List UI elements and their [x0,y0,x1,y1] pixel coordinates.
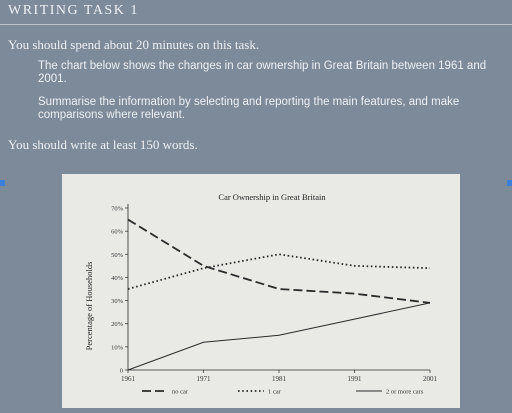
chart-description: The chart below shows the changes in car… [38,60,508,86]
y-tick-label: 50% [111,252,124,259]
y-axis-label: Percentage of Households [84,262,94,351]
y-tick-label: 0 [120,368,123,375]
y-tick-label: 20% [111,321,124,328]
series-line-2-or-more-cars [128,303,430,370]
x-tick-label: 1971 [197,375,212,383]
heading-divider [0,24,512,25]
x-tick-label: 1991 [348,375,363,383]
x-tick-label: 1981 [272,375,287,383]
y-tick-label: 10% [111,344,124,351]
line-chart: Car Ownership in Great Britain Percentag… [62,174,460,408]
series-line-1-car [128,254,430,289]
chart-title: Car Ownership in Great Britain [218,192,326,202]
y-tick-label: 60% [111,229,124,236]
legend-label: 1 car [268,389,282,396]
right-edge-marker [507,180,512,186]
summary-instruction: Summarise the information by selecting a… [38,96,510,122]
x-tick-label: 2001 [423,375,438,383]
left-edge-marker [0,180,5,186]
chart-panel: Car Ownership in Great Britain Percentag… [62,174,460,408]
y-tick-label: 30% [111,298,124,305]
task-heading: WRITING TASK 1 [8,3,139,19]
legend-label: 2 or more cars [386,389,424,396]
legend-label: no car [172,389,189,396]
series-line-no-car [128,220,430,303]
y-tick-label: 40% [111,275,124,282]
time-instruction: You should spend about 20 minutes on thi… [8,37,259,53]
word-count-instruction: You should write at least 150 words. [8,137,198,153]
y-tick-label: 70% [111,206,124,213]
x-tick-label: 1961 [121,375,136,383]
